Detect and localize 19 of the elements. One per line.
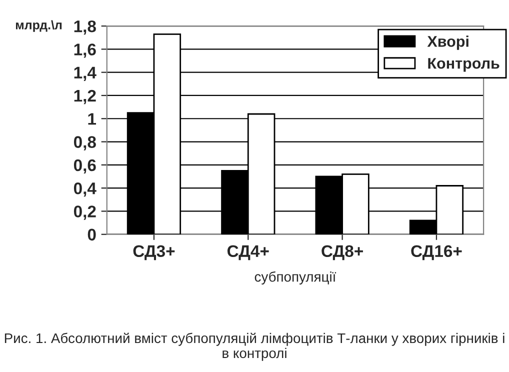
- y-tick-label: 0,4: [74, 182, 96, 197]
- y-tick-label: 0,2: [74, 206, 96, 220]
- y-tick-label: 1,8: [74, 20, 96, 35]
- x-tick-label: СД16+: [411, 245, 462, 260]
- text: Рис. 1. Абсолютний вміст субпопуляцій лімфоцитів Т-ланки у хворих гірників і в контролі: [4, 332, 504, 361]
- x-axis-title: субпопуляції: [254, 271, 336, 284]
- y-tick-label: 1: [88, 113, 96, 125]
- x-tick-label: СД4+: [227, 245, 269, 260]
- y-tick-label: 0,6: [74, 159, 96, 174]
- y-axis-title: млрд.\л: [16, 20, 62, 32]
- legend-label: Контроль: [428, 58, 500, 72]
- y-tick-label: 1,6: [74, 44, 96, 58]
- y-tick-label: 0,8: [74, 136, 96, 150]
- y-tick-label: 1,2: [74, 90, 96, 104]
- y-tick-label: 0: [88, 228, 96, 241]
- y-tick-label: 1,4: [74, 66, 96, 81]
- x-tick-label: СД3+: [133, 245, 175, 260]
- x-tick-label: СД8+: [322, 245, 363, 260]
- legend-label: Хворі: [427, 36, 468, 50]
